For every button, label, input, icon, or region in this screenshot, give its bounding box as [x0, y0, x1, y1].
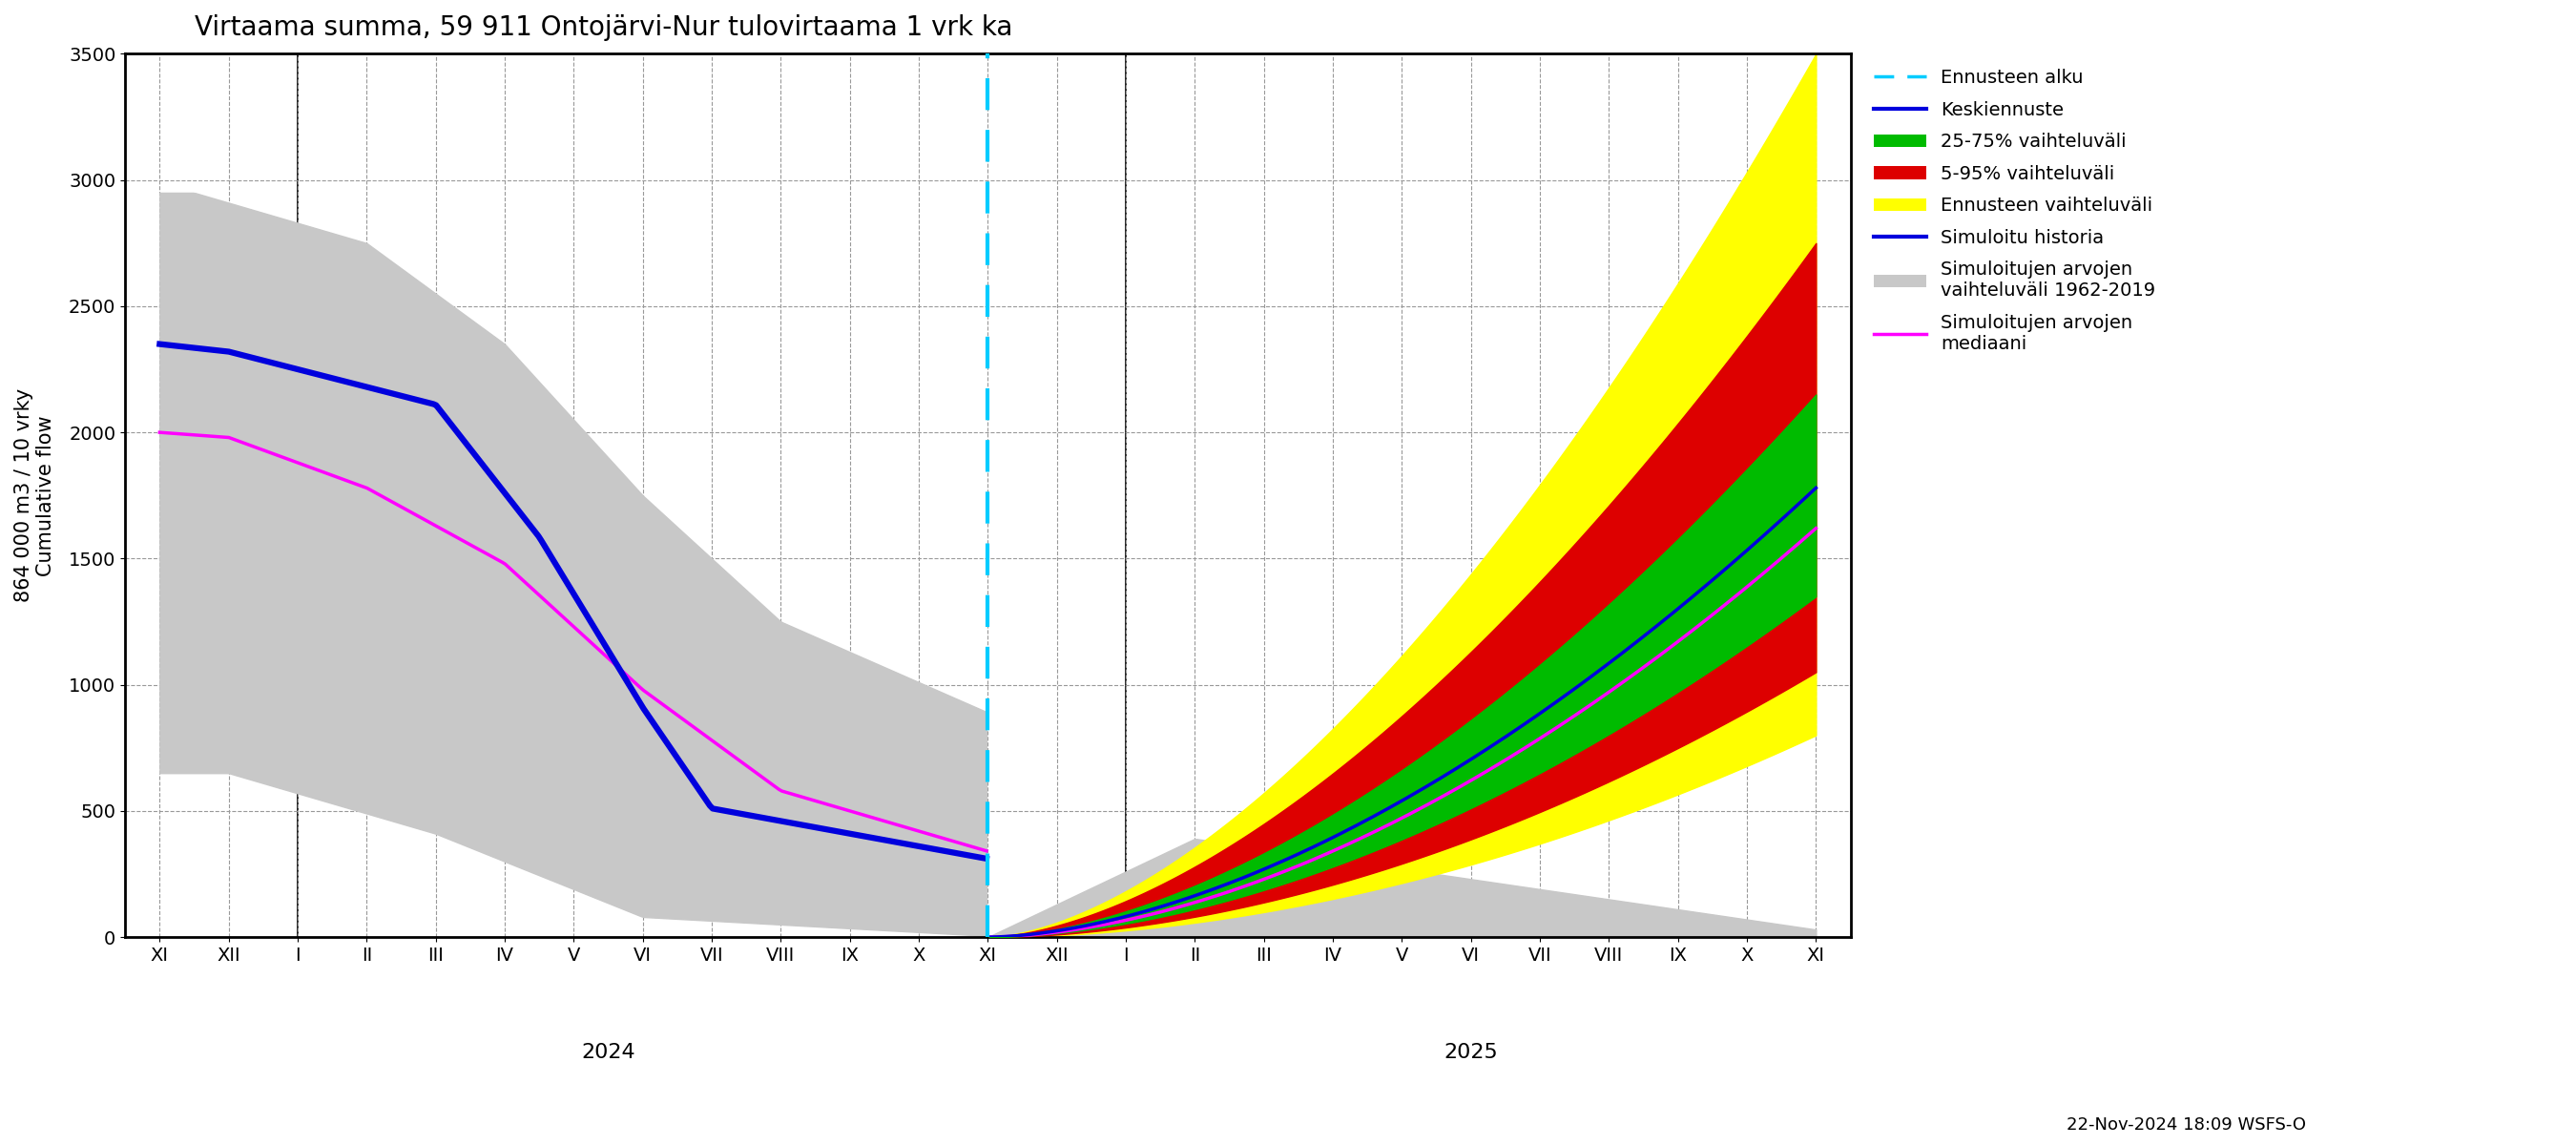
Text: 2024: 2024: [582, 1043, 636, 1063]
Text: Virtaama summa, 59 911 Ontojärvi-Nur tulovirtaama 1 vrk ka: Virtaama summa, 59 911 Ontojärvi-Nur tul…: [193, 14, 1012, 41]
Text: 22-Nov-2024 18:09 WSFS-O: 22-Nov-2024 18:09 WSFS-O: [2066, 1116, 2306, 1134]
Y-axis label: 864 000 m3 / 10 vrky
Cumulative flow: 864 000 m3 / 10 vrky Cumulative flow: [15, 388, 57, 602]
Legend: Ennusteen alku, Keskiennuste, 25-75% vaihteluväli, 5-95% vaihteluväli, Ennusteen: Ennusteen alku, Keskiennuste, 25-75% vai…: [1868, 63, 2161, 358]
Text: 2025: 2025: [1443, 1043, 1499, 1063]
